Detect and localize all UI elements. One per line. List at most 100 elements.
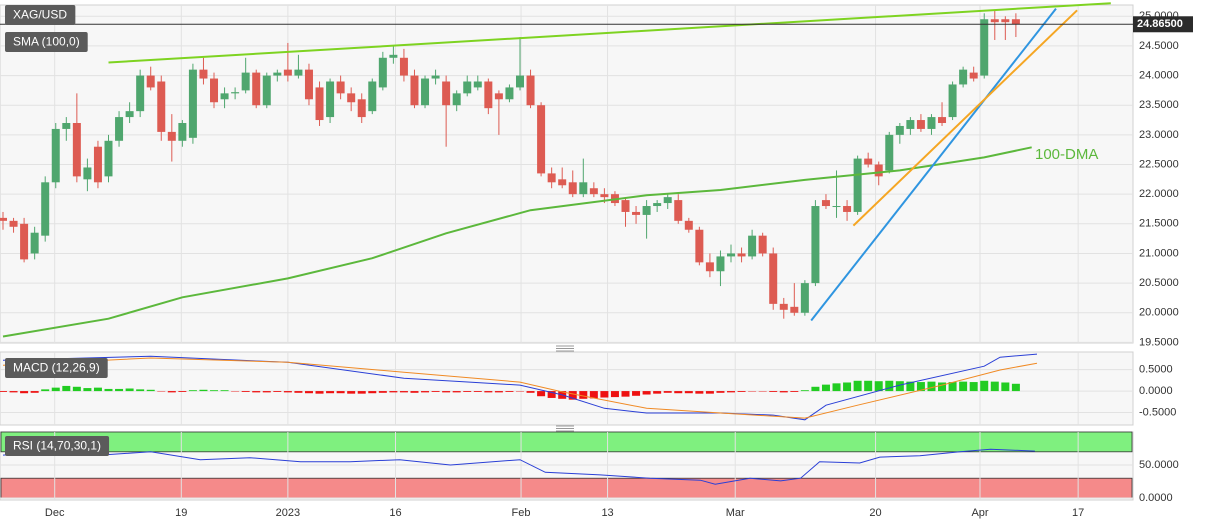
candle-body	[136, 75, 145, 112]
x-tick-label: Mar	[726, 507, 745, 519]
histogram-bar	[326, 391, 335, 394]
x-tick-label: Feb	[512, 507, 531, 519]
candle-body	[93, 146, 102, 183]
histogram-bar	[948, 382, 957, 392]
candle-body	[273, 72, 282, 76]
candle-body	[906, 120, 915, 129]
histogram-bar	[779, 391, 788, 393]
candle-body	[558, 179, 567, 186]
trendline	[108, 2, 1111, 64]
panel	[0, 4, 1134, 344]
candle-body	[378, 57, 387, 88]
y-tick-label: 0.0000	[1139, 492, 1173, 504]
histogram-bar	[368, 391, 377, 394]
candle-body	[304, 69, 313, 100]
histogram-bar	[252, 391, 261, 393]
candle-body	[864, 158, 873, 165]
histogram-bar	[990, 381, 999, 392]
candle-body	[853, 158, 862, 212]
candle-body	[990, 19, 999, 23]
histogram-bar	[505, 391, 514, 392]
histogram-bar	[410, 391, 419, 393]
candle-body	[969, 72, 978, 79]
x-tick-label: Apr	[971, 507, 988, 519]
histogram-bar	[600, 391, 609, 398]
candle-body	[9, 220, 18, 227]
histogram-bar	[821, 384, 830, 392]
candle-body	[832, 206, 841, 208]
y-tick-label: 21.0000	[1139, 247, 1179, 259]
candle-body	[315, 87, 324, 121]
histogram-bar	[199, 389, 208, 392]
candle-body	[653, 203, 662, 207]
x-tick-label: 13	[601, 507, 613, 519]
candle-body	[505, 87, 514, 100]
histogram-bar	[72, 386, 81, 392]
histogram-bar	[283, 391, 292, 393]
x-tick-label: 17	[1072, 507, 1084, 519]
histogram-bar	[906, 381, 915, 392]
candle-body	[252, 72, 261, 106]
candle-body	[167, 131, 176, 141]
histogram-bar	[568, 391, 577, 400]
histogram-bar	[357, 391, 366, 394]
histogram-bar	[473, 391, 482, 392]
histogram-bar	[115, 388, 124, 392]
candle-body	[294, 69, 303, 76]
candle-body	[473, 81, 482, 88]
candle-body	[843, 206, 852, 212]
candle-body	[83, 167, 92, 180]
candle-body	[769, 253, 778, 304]
candle-body	[811, 206, 820, 284]
histogram-bar	[41, 389, 50, 392]
candle-body	[231, 92, 240, 94]
candle-body	[980, 19, 989, 76]
y-tick-label: 20.0000	[1139, 307, 1179, 319]
histogram-bar	[431, 391, 440, 392]
histogram-bar	[0, 391, 7, 392]
candle-body	[146, 75, 155, 88]
histogram-bar	[621, 391, 630, 397]
histogram-bar	[315, 391, 324, 394]
candle-body	[326, 81, 335, 118]
candle-body	[1011, 19, 1020, 25]
candle-body	[632, 211, 641, 215]
macd-line	[2, 357, 1038, 419]
candle-body	[916, 120, 925, 129]
histogram-bar	[30, 391, 39, 393]
candle-body	[442, 81, 451, 106]
candle-body	[241, 72, 250, 91]
histogram-bar	[51, 387, 60, 392]
symbol-label-box	[5, 5, 76, 25]
trendline	[810, 7, 1057, 322]
histogram-bar	[188, 390, 197, 392]
histogram-bar	[800, 390, 809, 392]
histogram-bar	[632, 391, 641, 396]
histogram-bar	[273, 391, 282, 392]
oversold-zone	[0, 477, 1133, 499]
histogram-bar	[832, 383, 841, 392]
candle-body	[262, 75, 271, 106]
y-tick-label: 0.5000	[1139, 364, 1173, 376]
y-tick-label: 50.0000	[1139, 459, 1179, 471]
histogram-bar	[146, 389, 155, 392]
histogram-bar	[853, 380, 862, 392]
candle-body	[51, 128, 60, 183]
histogram-bar	[1001, 382, 1010, 392]
candle-body	[674, 200, 683, 221]
candle-body	[959, 69, 968, 85]
candle-body	[283, 69, 292, 76]
y-tick-label: -0.5000	[1139, 406, 1176, 418]
candle-body	[579, 182, 588, 195]
candle-body	[199, 69, 208, 79]
x-tick-label: 16	[389, 507, 401, 519]
histogram-bar	[737, 391, 746, 392]
histogram-bar	[83, 388, 92, 392]
candle-body	[30, 232, 39, 254]
histogram-bar	[642, 391, 651, 395]
histogram-bar	[579, 391, 588, 399]
candle-body	[1001, 19, 1010, 23]
histogram-bar	[885, 380, 894, 392]
annotation: 100-DMA	[1035, 146, 1098, 163]
histogram-bar	[304, 391, 313, 394]
